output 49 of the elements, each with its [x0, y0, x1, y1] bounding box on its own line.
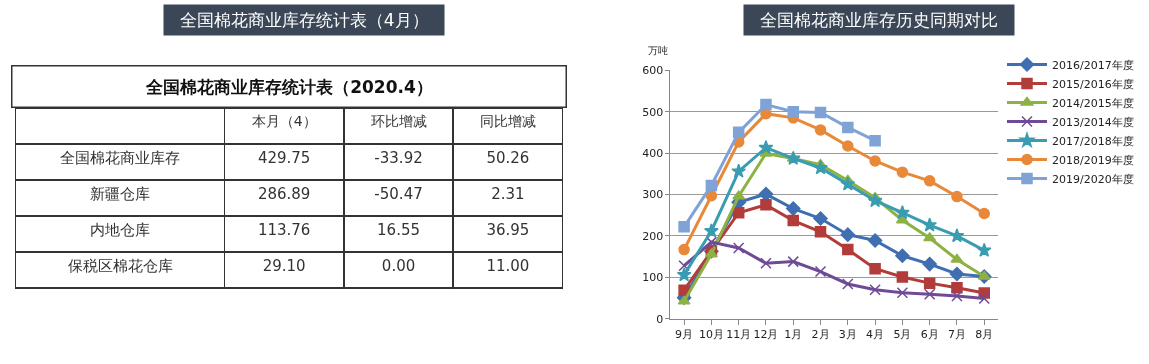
text: 全国棉花商业库存统计表（2020.4） [145, 76, 433, 97]
x-tick-label: 11月 [726, 327, 752, 341]
series-label: 环比增减 [370, 113, 427, 130]
chart-title: 全国棉花商业库存历史同期对比 [749, 10, 1009, 30]
category-label: 新疆仓库 [90, 185, 151, 204]
data-label: 11.00 [486, 257, 530, 276]
data-label: 16.55 [377, 221, 421, 240]
text: 本月（4） [251, 113, 317, 130]
x-tick-label: 3月 [838, 327, 857, 341]
legend-label: 2019/2020年度 [1052, 172, 1134, 186]
data-label: 429.75 [257, 149, 311, 168]
y-tick-label: 200 [642, 229, 664, 243]
x-tick-label: 2月 [811, 327, 830, 341]
legend-label: 2013/2014年度 [1052, 115, 1134, 129]
y-tick-label: 300 [642, 188, 664, 202]
data-label: 286.89 [257, 185, 311, 204]
y-tick-label: 500 [642, 105, 664, 119]
y-tick-label: 400 [642, 146, 664, 160]
y-axis-title: 万吨 [648, 45, 668, 56]
y-tick-label: 0 [656, 312, 664, 326]
data-label: -33.92 [374, 149, 423, 168]
text: 全国棉花商业库存统计表（4月） [169, 10, 440, 30]
x-tick-label: 6月 [920, 327, 939, 341]
data-label: 113.76 [257, 221, 311, 240]
y-tick-label: 100 [642, 271, 664, 285]
x-tick-label: 1月 [784, 327, 803, 341]
series-label: 同比增减 [479, 113, 536, 130]
legend-label: 2018/2019年度 [1052, 153, 1134, 167]
data-label: 0.00 [381, 257, 416, 276]
x-tick-label: 9月 [675, 327, 694, 341]
legend-label: 2014/2015年度 [1052, 96, 1134, 110]
legend-label: 2016/2017年度 [1052, 58, 1134, 72]
legend-label: 2017/2018年度 [1052, 134, 1134, 148]
data-label: 36.95 [486, 221, 530, 240]
x-tick-label: 7月 [947, 327, 966, 341]
data-label: 29.10 [262, 257, 306, 276]
y-tick-label: 600 [642, 64, 664, 78]
x-tick-label: 8月 [975, 327, 994, 341]
category-label: 全国棉花商业库存 [60, 149, 181, 168]
data-label: 2.31 [491, 185, 525, 204]
data-label: 50.26 [486, 149, 530, 168]
category-label: 内地仓库 [90, 221, 151, 240]
legend-label: 2015/2016年度 [1052, 77, 1134, 91]
x-tick-label: 12月 [753, 327, 779, 341]
x-tick-label: 10月 [698, 327, 724, 341]
category-label: 保税区棉花仓库 [67, 257, 173, 276]
data-label: -50.47 [374, 185, 423, 204]
x-tick-label: 4月 [866, 327, 885, 341]
x-tick-label: 5月 [893, 327, 912, 341]
